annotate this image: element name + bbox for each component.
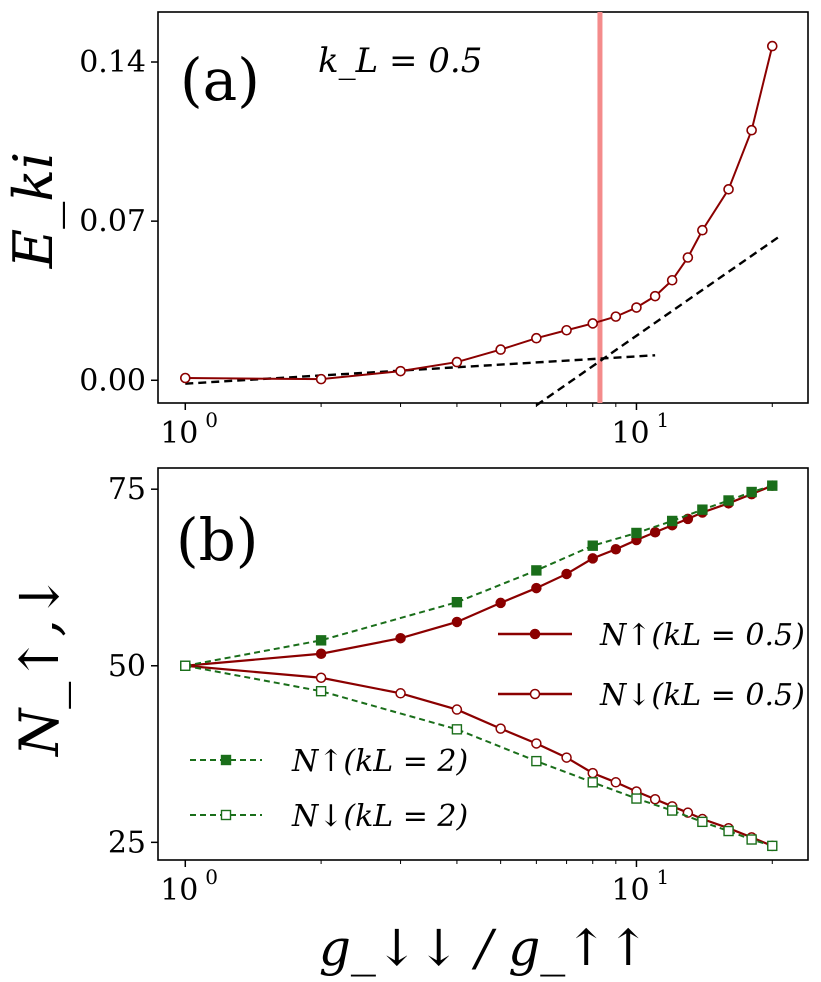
series-point-2 <box>315 635 327 646</box>
eki-point <box>746 124 757 136</box>
series-point-0 <box>531 582 542 594</box>
series-point-3 <box>587 777 598 788</box>
series-point-1 <box>315 672 327 684</box>
series-point-2 <box>723 495 734 506</box>
series-point-1 <box>531 738 542 749</box>
series-point-1 <box>451 704 463 715</box>
panel-a-xtick-exponent: 1 <box>656 408 669 432</box>
series-point-3 <box>767 840 778 852</box>
eki-point <box>587 318 599 329</box>
series-point-3 <box>631 793 642 804</box>
panel-b-frame <box>157 467 809 861</box>
panel-b-xtick-label: 10 <box>160 873 198 908</box>
series-point-2 <box>746 486 757 498</box>
legend-lower: N↑(kL = 2) N↓(kL = 2) <box>190 744 468 834</box>
series-point-0 <box>649 527 661 538</box>
series-point-2 <box>587 540 598 551</box>
series-point-0 <box>495 597 506 609</box>
panel-a-ytick-label: 0.07 <box>79 204 146 239</box>
series-point-3 <box>723 825 734 837</box>
series-point-3 <box>746 834 757 845</box>
panel-b-label: (b) <box>176 506 258 574</box>
panel-a: 0.00 0.07 0.14 10 0 10 1 (a) k_L = 0.5 E_ki <box>2 11 809 451</box>
eki-point <box>179 372 191 384</box>
eki-point <box>610 311 622 322</box>
panel-a-ytick-label: 0.00 <box>79 363 146 398</box>
legend-text-ndown-05: N↓(kL = 0.5) <box>599 678 805 713</box>
series-point-2 <box>666 515 678 527</box>
legend-text-nup-2: N↑(kL = 2) <box>291 744 468 779</box>
legend-marker-nup-05 <box>529 628 541 640</box>
eki-point <box>723 184 734 195</box>
x-axis-label: g_↓↓ / g_↑↑ <box>319 919 649 977</box>
series-point-2 <box>697 504 708 515</box>
eki-point <box>561 324 572 336</box>
series-point-2 <box>451 596 463 608</box>
legend-upper: N↑(kL = 0.5) N↓(kL = 0.5) <box>498 618 805 713</box>
series-point-1 <box>561 752 572 763</box>
panel-a-label: (a) <box>180 46 260 114</box>
legend-marker-ndown-05 <box>529 688 541 700</box>
series-point-0 <box>561 568 572 580</box>
eki-point <box>451 356 463 368</box>
panel-a-x-ticks: 10 0 10 1 <box>160 403 773 451</box>
legend-marker-ndown-2 <box>220 809 232 821</box>
eki-point <box>315 373 327 385</box>
panel-b-series <box>180 480 778 852</box>
series-point-3 <box>451 724 463 735</box>
series-point-0 <box>587 553 598 564</box>
series-point-3 <box>180 660 191 671</box>
eki-point <box>766 40 778 52</box>
eki-point <box>682 252 694 263</box>
series-point-3 <box>315 685 327 697</box>
eki-point <box>697 224 708 236</box>
panel-a-xtick-label: 10 <box>160 416 198 451</box>
eki-point <box>649 290 661 302</box>
panel-a-xtick-exponent: 0 <box>205 408 218 432</box>
series-point-0 <box>395 632 406 644</box>
panel-a-series <box>179 40 778 385</box>
panel-a-xtick-label: 10 <box>611 416 649 451</box>
panel-a-y-axis-label: E_ki <box>2 152 65 269</box>
panel-a-y-ticks: 0.00 0.07 0.14 <box>79 45 158 398</box>
legend-marker-nup-2 <box>220 754 232 766</box>
eki-series-line <box>185 45 774 381</box>
series-point-0 <box>315 648 327 660</box>
fit-high-line <box>535 233 783 407</box>
panel-b-x-ticks: 10 0 10 1 <box>160 860 773 908</box>
panel-b-xtick-exponent: 1 <box>656 865 669 889</box>
series-point-0 <box>451 616 463 628</box>
panel-b-xtick-label: 10 <box>611 873 649 908</box>
series-point-1 <box>587 767 598 779</box>
series-point-1 <box>649 794 661 805</box>
series-point-0 <box>610 543 622 555</box>
eki-point <box>395 365 406 377</box>
panel-b-y-axis-label: N_↑,↓ <box>8 574 71 758</box>
panel-b-xtick-exponent: 0 <box>205 865 218 889</box>
series-point-3 <box>697 816 708 828</box>
series-point-1 <box>610 777 622 788</box>
panel-a-frame <box>157 11 809 404</box>
panel-a-ytick-label: 0.14 <box>79 45 146 80</box>
series-point-1 <box>395 688 406 699</box>
series-point-1 <box>495 723 506 734</box>
eki-point <box>666 274 678 286</box>
panel-b-ytick-label: 25 <box>108 825 146 860</box>
series-point-2 <box>631 527 642 539</box>
eki-point <box>631 302 642 313</box>
series-point-3 <box>666 805 678 816</box>
legend-text-nup-05: N↑(kL = 0.5) <box>599 618 805 653</box>
series-point-2 <box>767 480 778 491</box>
legend-text-ndown-2: N↓(kL = 2) <box>291 799 468 834</box>
panel-b-ytick-label: 75 <box>108 472 146 507</box>
eki-point <box>531 332 542 344</box>
series-point-2 <box>531 565 542 576</box>
panel-a-annotation: k_L = 0.5 <box>318 41 482 81</box>
panel-b-ytick-label: 50 <box>108 649 146 684</box>
eki-point <box>495 344 506 355</box>
series-point-3 <box>531 755 542 767</box>
panel-b-y-ticks: 25 50 75 <box>108 472 158 860</box>
